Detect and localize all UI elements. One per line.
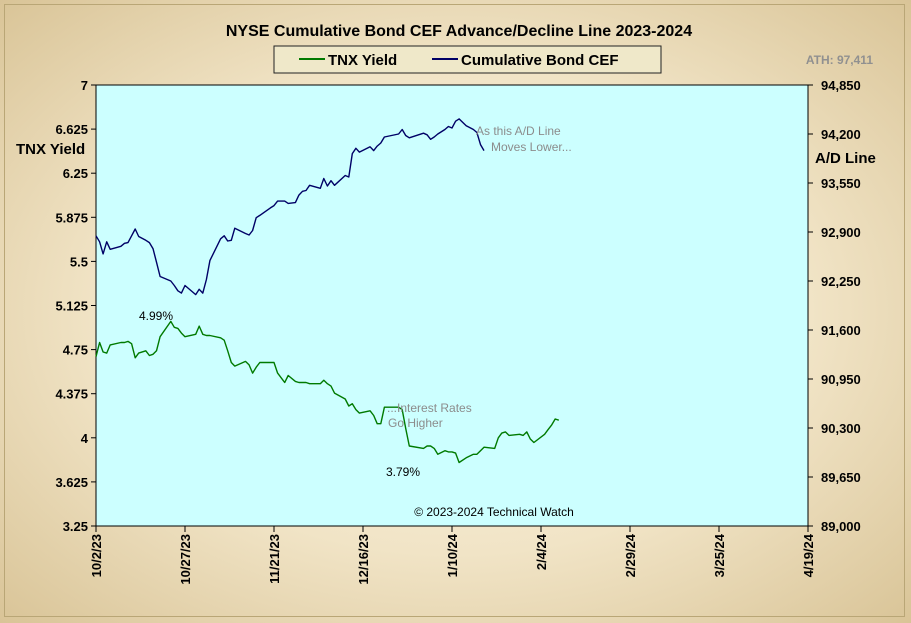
left-tick-label: 4 [81,431,89,446]
ath-label: ATH: 97,411 [806,53,873,67]
x-tick-label: 4/19/24 [801,533,816,577]
right-tick-label: 90,950 [821,372,861,387]
x-tick-label: 2/4/24 [534,533,549,570]
chart-title: NYSE Cumulative Bond CEF Advance/Decline… [226,23,692,40]
x-tick-label: 11/21/23 [267,534,282,584]
left-tick-label: 5.125 [55,299,88,314]
x-axis-ticks: 10/2/23 10/27/23 11/21/23 12/16/23 1/10/24 2/… [89,526,816,585]
left-tick-label: 3.625 [55,475,88,490]
series-layer [95,118,560,464]
tnx-yield-line [95,320,560,464]
left-tick-label: 7 [81,78,88,93]
legend-label-tnx: TNX Yield [328,52,397,69]
left-axis-title: TNX Yield [16,141,85,158]
copyright-text: © 2023-2024 Technical Watch [414,505,574,519]
right-tick-label: 89,000 [821,519,861,534]
right-tick-label: 93,550 [821,176,861,191]
annotation-high-value: 4.99% [139,309,173,323]
x-tick-label: 1/10/24 [445,533,460,577]
plot-area [95,84,809,527]
annotation-ad-line-1: As this A/D Line [476,124,561,138]
cumulative-bond-cef-line [95,118,485,296]
left-tick-label: 4.75 [63,343,88,358]
left-tick-label: 5.5 [70,254,88,269]
right-axis-title: A/D Line [815,150,876,167]
annotation-rates-2: Go Higher [388,416,443,430]
x-tick-label: 2/29/24 [623,533,638,577]
right-tick-label: 94,850 [821,78,861,93]
left-tick-label: 4.375 [55,387,88,402]
annotation-low-value: 3.79% [386,465,420,479]
right-tick-label: 91,600 [821,323,861,338]
left-tick-label: 6.625 [55,122,88,137]
right-tick-label: 92,250 [821,274,861,289]
legend-box [273,45,662,74]
right-tick-label: 89,650 [821,470,861,485]
x-tick-label: 10/27/23 [178,534,193,585]
annotation-rates-1: ...Interest Rates [387,401,472,415]
x-tick-label: 3/25/24 [712,533,727,577]
x-tick-label: 12/16/23 [356,534,371,585]
right-axis-ticks: 94,850 94,200 93,550 92,900 92,250 91,600 90,9… [808,78,861,534]
frame-border [4,4,905,617]
right-tick-label: 94,200 [821,127,861,142]
left-tick-label: 5.875 [55,210,88,225]
legend-label-cef: Cumulative Bond CEF [461,52,619,69]
legend: TNX Yield Cumulative Bond CEF [273,45,662,74]
left-tick-label: 3.25 [63,519,88,534]
right-tick-label: 92,900 [821,225,861,240]
left-tick-label: 6.25 [63,166,88,181]
annotation-ad-line-2: Moves Lower... [491,140,572,154]
x-tick-label: 10/2/23 [89,534,104,577]
right-tick-label: 90,300 [821,421,861,436]
left-axis-ticks: 7 6.625 6.25 5.875 5.5 5.125 4.75 4.375 4 3.625 3.… [55,78,96,534]
